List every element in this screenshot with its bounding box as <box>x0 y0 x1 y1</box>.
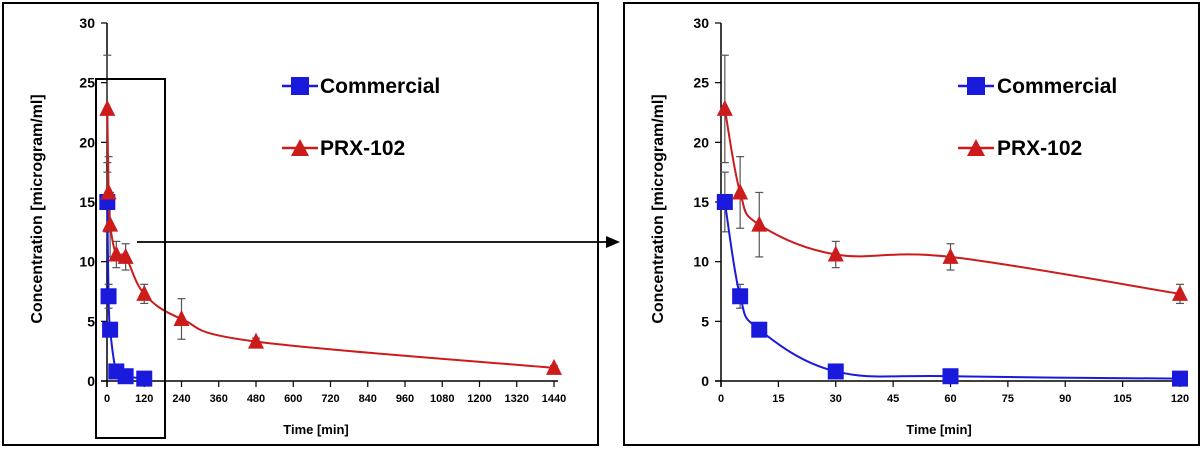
x-tick-label: 45 <box>887 393 899 405</box>
data-point-prx102 <box>173 309 190 326</box>
left-x-axis-label: Time [min] <box>283 422 349 437</box>
data-point-prx102 <box>546 358 562 375</box>
data-point-prx102 <box>751 215 768 232</box>
y-tick-label: 30 <box>693 15 709 31</box>
data-point-commercial <box>716 194 733 210</box>
legend-triangle-marker <box>291 139 309 156</box>
zoom-arrow <box>137 236 620 248</box>
data-point-commercial <box>751 321 768 338</box>
y-tick-label: 10 <box>693 254 709 270</box>
x-tick-label: 600 <box>284 393 302 405</box>
left-legend: Commercial PRX-102 <box>282 75 440 160</box>
data-point-prx102 <box>136 284 153 301</box>
y-tick-label: 10 <box>79 254 95 270</box>
data-point-prx102 <box>99 99 116 116</box>
data-point-prx102 <box>827 245 844 262</box>
data-point-prx102 <box>248 332 264 349</box>
x-tick-label: 90 <box>1059 393 1071 405</box>
x-tick-label: 75 <box>1002 393 1014 405</box>
left-chart: Concentration [microgram/ml] Time [min] … <box>29 15 620 439</box>
right-legend-commercial: Commercial <box>997 75 1117 98</box>
data-point-prx102 <box>732 183 749 200</box>
data-point-commercial <box>136 370 153 387</box>
y-tick-label: 20 <box>79 134 95 150</box>
right-y-axis-label: Concentration [microgram/ml] <box>650 94 667 323</box>
y-tick-label: 30 <box>79 15 95 31</box>
x-tick-label: 720 <box>321 393 339 405</box>
data-point-prx102 <box>1172 284 1188 301</box>
x-tick-label: 120 <box>1171 393 1189 405</box>
data-point-commercial <box>732 288 749 305</box>
x-tick-label: 120 <box>135 393 153 405</box>
x-tick-label: 0 <box>718 393 724 405</box>
y-tick-label: 0 <box>87 373 95 389</box>
y-tick-label: 5 <box>87 313 95 329</box>
data-point-prx102 <box>716 99 733 116</box>
right-legend-prx102: PRX-102 <box>997 137 1082 160</box>
right-x-axis-label: Time [min] <box>906 422 972 437</box>
left-y-axis-label: Concentration [microgram/ml] <box>29 94 46 323</box>
x-tick-label: 480 <box>247 393 265 405</box>
data-point-commercial <box>942 368 959 385</box>
x-tick-label: 1200 <box>467 393 491 405</box>
x-tick-label: 0 <box>104 393 110 405</box>
legend-triangle-marker <box>967 139 985 156</box>
x-tick-label: 1080 <box>430 393 454 405</box>
x-tick-label: 1440 <box>542 393 566 405</box>
x-tick-label: 360 <box>210 393 228 405</box>
y-tick-label: 25 <box>693 75 709 91</box>
x-tick-label: 15 <box>772 393 784 405</box>
series-line-commercial <box>723 201 1181 380</box>
data-point-commercial <box>827 363 844 380</box>
data-point-prx102 <box>942 247 959 264</box>
zoom-box <box>95 78 166 439</box>
data-point-prx102 <box>102 215 119 232</box>
x-tick-label: 105 <box>1113 393 1131 405</box>
x-tick-label: 240 <box>172 393 190 405</box>
y-tick-label: 0 <box>701 373 709 389</box>
y-tick-label: 20 <box>693 134 709 150</box>
right-chart: Concentration [microgram/ml] Time [min] … <box>650 15 1189 437</box>
legend-square-marker <box>291 77 309 95</box>
data-point-commercial <box>100 288 117 305</box>
data-point-commercial <box>117 368 134 385</box>
right-panel-frame <box>623 2 1200 446</box>
y-tick-label: 5 <box>701 313 709 329</box>
data-point-prx102 <box>100 183 117 200</box>
legend-square-marker <box>967 77 985 95</box>
left-legend-prx102: PRX-102 <box>320 137 405 160</box>
y-tick-label: 15 <box>79 194 95 210</box>
y-tick-label: 15 <box>693 194 709 210</box>
data-point-prx102 <box>108 245 125 262</box>
data-point-commercial <box>102 321 119 338</box>
x-tick-label: 840 <box>359 393 377 405</box>
series-line-prx-102 <box>723 108 1181 295</box>
left-panel-frame <box>2 2 599 446</box>
right-legend: Commercial PRX-102 <box>958 75 1117 160</box>
x-tick-label: 30 <box>830 393 842 405</box>
data-point-commercial <box>1172 370 1188 387</box>
x-tick-label: 960 <box>396 393 414 405</box>
data-point-prx102 <box>117 247 134 264</box>
x-tick-label: 60 <box>944 393 956 405</box>
y-tick-label: 25 <box>79 75 95 91</box>
x-tick-label: 1320 <box>505 393 529 405</box>
left-legend-commercial: Commercial <box>320 75 440 98</box>
